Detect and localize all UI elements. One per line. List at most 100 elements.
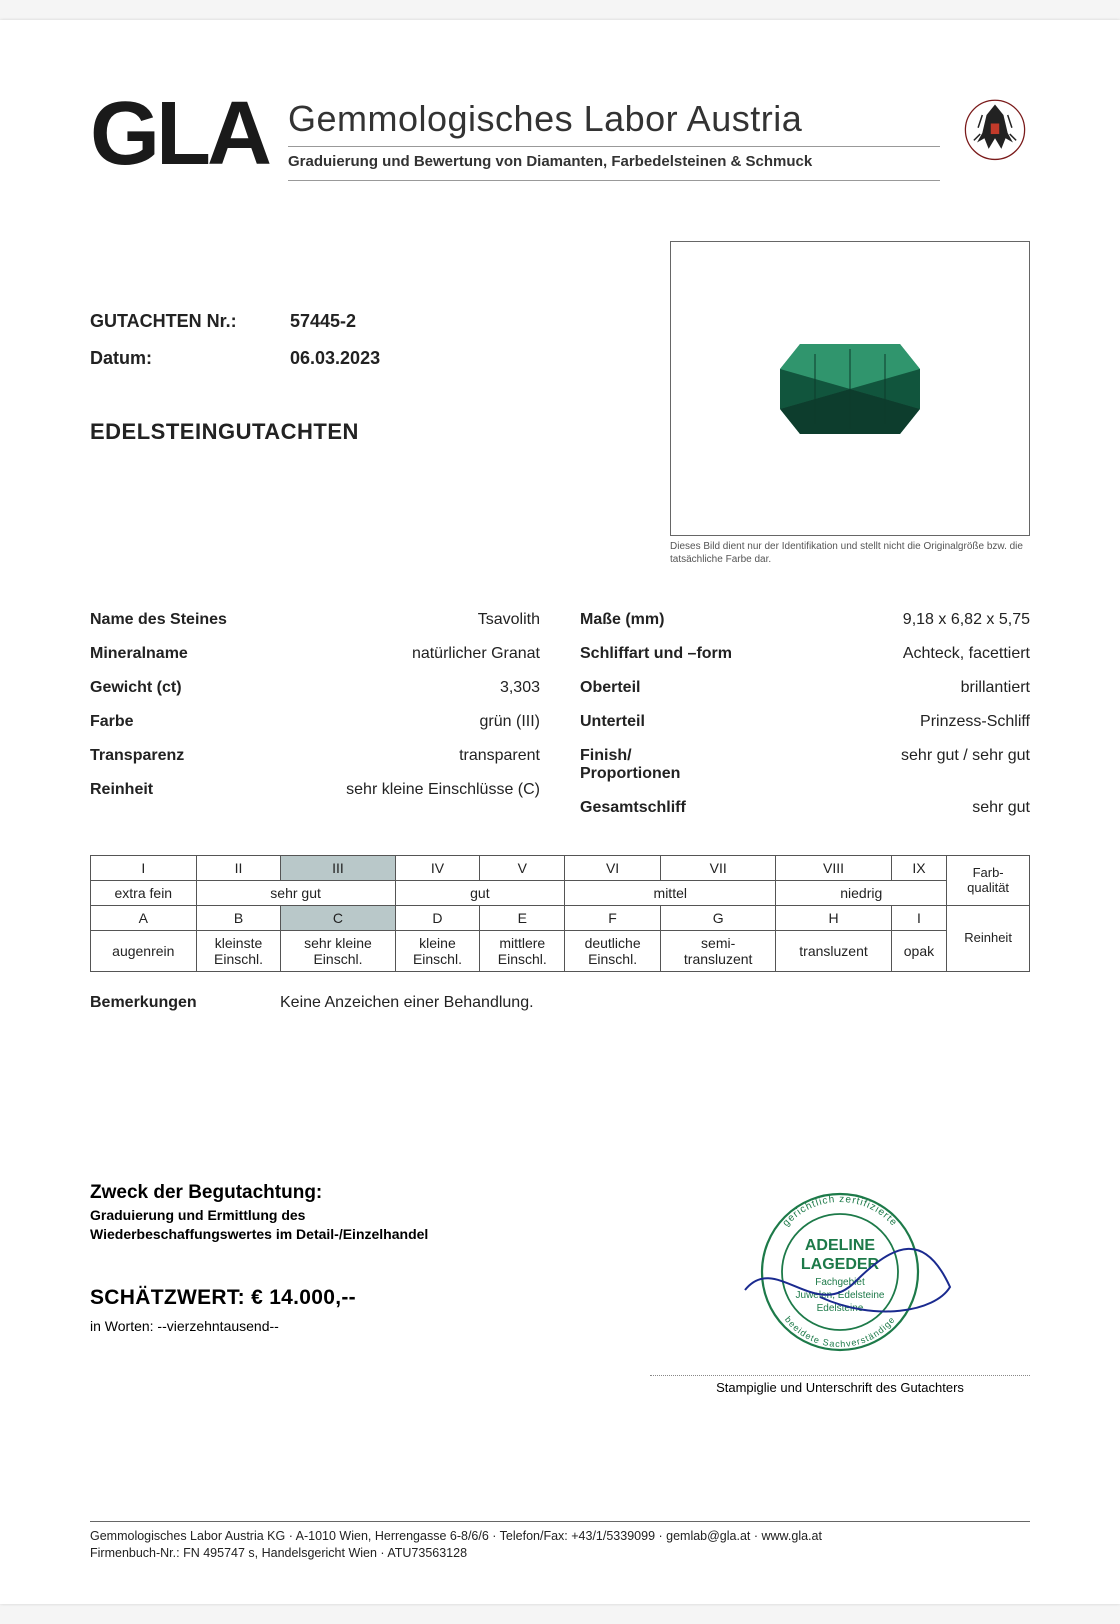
grade-cell: augenrein [91, 931, 197, 972]
gem-icon [775, 334, 925, 444]
grade-cell: III [281, 856, 395, 881]
spec-key: Farbe [90, 713, 134, 731]
spec-value: brillantiert [961, 679, 1030, 697]
grade-cell: kleinste Einschl. [196, 931, 281, 972]
remarks-text: Keine Anzeichen einer Behandlung. [280, 994, 534, 1012]
grade-cell: semi- transluzent [661, 931, 776, 972]
grade-cell: V [480, 856, 565, 881]
grade-cell: IX [891, 856, 947, 881]
remarks-label: Bemerkungen [90, 994, 280, 1012]
grade-cell: E [480, 906, 565, 931]
grade-cell: D [395, 906, 480, 931]
stamp-signature-block: gerichtlich zertifizierte beeidete Sachv… [650, 1182, 1030, 1395]
grade-cell: II [196, 856, 281, 881]
grade-cell: I [91, 856, 197, 881]
reference-block: GUTACHTEN Nr.: 57445-2 Datum: 06.03.2023… [90, 241, 640, 566]
grade-cell: deutliche Einschl. [565, 931, 661, 972]
grade-cell: extra fein [91, 881, 197, 906]
spec-value: sehr gut [972, 799, 1030, 817]
grade-cell: mittlere Einschl. [480, 931, 565, 972]
report-date-label: Datum: [90, 348, 290, 369]
spec-row: Schliffart und –form Achteck, facettiert [580, 645, 1030, 663]
spec-key: Name des Steines [90, 611, 227, 629]
grade-cell: gut [395, 881, 565, 906]
eagle-crest-icon [960, 90, 1030, 170]
spec-row: Oberteil brillantiert [580, 679, 1030, 697]
spec-row: Unterteil Prinzess-Schliff [580, 713, 1030, 731]
spec-value: transparent [459, 747, 540, 765]
grade-cell: IV [395, 856, 480, 881]
spec-row: Mineralname natürlicher Granat [90, 645, 540, 663]
grade-cell: Farb- qualität [947, 856, 1030, 906]
logo-code: GLA [90, 90, 268, 173]
photo-note: Dieses Bild dient nur der Identifikation… [670, 540, 1030, 566]
spec-value: Tsavolith [478, 611, 540, 629]
grade-cell: H [776, 906, 891, 931]
grade-cell: Reinheit [947, 906, 1030, 972]
spec-value: grün (III) [480, 713, 540, 731]
grade-cell: sehr kleine Einschl. [281, 931, 395, 972]
spec-value: natürlicher Granat [412, 645, 540, 663]
purpose-heading: Zweck der Begutachtung: [90, 1182, 610, 1204]
spec-value: Achteck, facettiert [903, 645, 1030, 663]
grade-cell: niedrig [776, 881, 947, 906]
spec-value: sehr gut / sehr gut [901, 747, 1030, 783]
grade-cell: transluzent [776, 931, 891, 972]
report-date-value: 06.03.2023 [290, 348, 380, 369]
spec-key: Gewicht (ct) [90, 679, 182, 697]
footer: Gemmologisches Labor Austria KG · A-1010… [90, 1521, 1030, 1562]
grading-table: IIIIIIIVVVIVIIVIIIIXFarb- qualitätextra … [90, 855, 1030, 972]
valuation-amount: SCHÄTZWERT: € 14.000,-- [90, 1286, 610, 1310]
title-block: Gemmologisches Labor Austria Graduierung… [288, 90, 940, 181]
spec-row: Name des Steines Tsavolith [90, 611, 540, 629]
stamp-icon: gerichtlich zertifizierte beeidete Sachv… [725, 1182, 955, 1362]
gem-photo-frame [670, 241, 1030, 536]
footer-line1: Gemmologisches Labor Austria KG · A-1010… [90, 1528, 1030, 1545]
grade-cell: A [91, 906, 197, 931]
report-number-value: 57445-2 [290, 311, 356, 332]
valuation-words: in Worten: --vierzehntausend-- [90, 1318, 610, 1334]
photo-block: Dieses Bild dient nur der Identifikation… [670, 241, 1030, 566]
spec-row: Maße (mm) 9,18 x 6,82 x 5,75 [580, 611, 1030, 629]
purpose-line1: Graduierung und Ermittlung des [90, 1206, 610, 1225]
svg-text:ADELINE: ADELINE [805, 1237, 876, 1254]
remarks-row: Bemerkungen Keine Anzeichen einer Behand… [90, 994, 1030, 1012]
spec-key: Maße (mm) [580, 611, 664, 629]
spec-key: Transparenz [90, 747, 184, 765]
spec-key: Schliffart und –form [580, 645, 732, 663]
mid-section: GUTACHTEN Nr.: 57445-2 Datum: 06.03.2023… [90, 241, 1030, 566]
svg-text:gerichtlich zertifizierte: gerichtlich zertifizierte [781, 1194, 900, 1229]
grade-cell: I [891, 906, 947, 931]
grade-cell: F [565, 906, 661, 931]
spec-key: Reinheit [90, 781, 153, 799]
spec-key: Unterteil [580, 713, 645, 731]
lab-subtitle: Graduierung und Bewertung von Diamanten,… [288, 153, 940, 181]
header: GLA Gemmologisches Labor Austria Graduie… [90, 90, 1030, 181]
spec-row: Transparenz transparent [90, 747, 540, 765]
spec-value: 9,18 x 6,82 x 5,75 [903, 611, 1030, 629]
grade-cell: VIII [776, 856, 891, 881]
grade-cell: kleine Einschl. [395, 931, 480, 972]
spec-column-left: Name des Steines Tsavolith Mineralname natü… [90, 611, 540, 833]
valuation-block: Zweck der Begutachtung: Graduierung und … [90, 1182, 610, 1334]
grade-cell: C [281, 906, 395, 931]
spec-row: Reinheitsehr kleine Einschlüsse (C) [90, 781, 540, 799]
lab-title: Gemmologisches Labor Austria [288, 98, 940, 147]
grade-cell: B [196, 906, 281, 931]
signature-caption: Stampiglie und Unterschrift des Gutachte… [650, 1375, 1030, 1395]
spec-key: Mineralname [90, 645, 188, 663]
spec-value: 3,303 [500, 679, 540, 697]
spec-key: Gesamtschliff [580, 799, 686, 817]
purpose-line2: Wiederbeschaffungswertes im Detail-/Einz… [90, 1225, 610, 1244]
grade-cell: mittel [565, 881, 776, 906]
spec-value: Prinzess-Schliff [920, 713, 1030, 731]
spec-row: Finish/ Proportionen sehr gut / sehr gut [580, 747, 1030, 783]
grade-cell: G [661, 906, 776, 931]
spec-key: Finish/ Proportionen [580, 747, 680, 783]
spec-column-right: Maße (mm) 9,18 x 6,82 x 5,75 Schliffart un… [580, 611, 1030, 833]
grade-cell: opak [891, 931, 947, 972]
spec-row: Gewicht (ct) 3,303 [90, 679, 540, 697]
grade-cell: sehr gut [196, 881, 395, 906]
footer-line2: Firmenbuch-Nr.: FN 495747 s, Handelsgeri… [90, 1545, 1030, 1562]
spec-key: Oberteil [580, 679, 640, 697]
